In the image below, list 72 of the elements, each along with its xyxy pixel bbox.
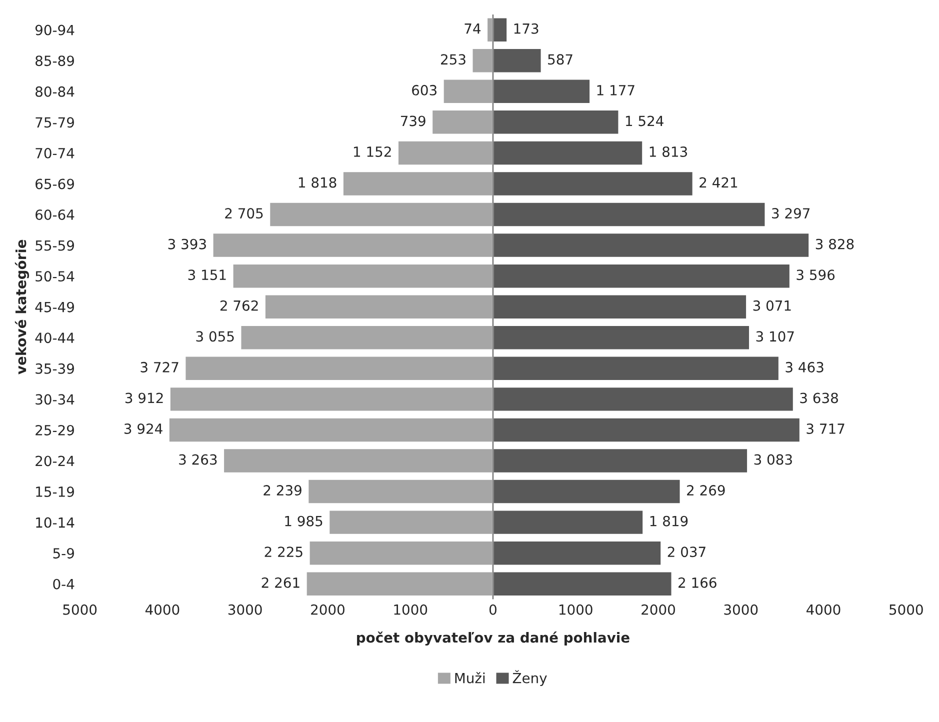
x-tick-label: 3000 xyxy=(228,604,262,615)
y-tick-label: 25-29 xyxy=(36,424,74,436)
data-label: 3 924 xyxy=(124,423,162,434)
x-tick-label: 5000 xyxy=(63,604,97,615)
data-label: 1 819 xyxy=(650,516,688,526)
y-tick-label: 40-44 xyxy=(35,332,74,344)
data-label: 1 985 xyxy=(285,516,322,526)
y-tick-label: 0-4 xyxy=(53,578,74,590)
data-label: 603 xyxy=(412,84,436,96)
y-tick-label: 10-14 xyxy=(36,517,74,528)
x-tick-label: 4000 xyxy=(145,604,180,615)
data-label: 3 151 xyxy=(188,270,226,280)
y-tick-label: 50-54 xyxy=(36,271,74,282)
y-tick-label: 65-69 xyxy=(36,178,74,190)
y-tick-label: 60-64 xyxy=(36,209,74,220)
y-tick-label: 70-74 xyxy=(36,148,74,158)
x-tick-label: 2000 xyxy=(642,604,675,615)
data-label: 3 083 xyxy=(754,454,792,465)
data-label: 1 177 xyxy=(597,85,634,96)
data-label: 739 xyxy=(400,116,426,126)
y-tick-label: 75-79 xyxy=(36,117,74,128)
data-label: 1 152 xyxy=(354,146,391,157)
data-label: 2 166 xyxy=(678,577,716,588)
x-tick-label: 1000 xyxy=(559,604,592,615)
data-label: 2 261 xyxy=(262,577,300,588)
data-label: 173 xyxy=(514,23,538,34)
y-tick-label: 45-49 xyxy=(35,302,74,312)
data-label: 253 xyxy=(441,54,466,65)
x-axis-title: počet obyvateľov za dané pohlavie xyxy=(357,631,630,646)
data-label: 3 596 xyxy=(796,270,835,280)
y-tick-label: 30-34 xyxy=(36,394,74,405)
y-axis-title: vekové kategórie xyxy=(14,240,30,374)
data-label: 3 055 xyxy=(196,331,234,342)
data-label: 3 107 xyxy=(756,331,794,342)
data-label: 74 xyxy=(464,24,481,34)
data-label: 3 463 xyxy=(786,362,824,372)
data-label: 1 813 xyxy=(650,146,687,157)
data-label: 2 762 xyxy=(220,300,258,311)
data-label: 2 269 xyxy=(687,485,725,496)
data-label: 1 524 xyxy=(626,116,664,126)
y-tick-label: 5-9 xyxy=(53,548,74,559)
data-label: 2 037 xyxy=(668,546,706,558)
x-tick-label: 1000 xyxy=(394,604,428,615)
y-tick-label: 80-84 xyxy=(36,86,74,97)
data-label: 587 xyxy=(548,54,572,65)
data-label: 3 071 xyxy=(753,300,791,311)
data-label: 3 638 xyxy=(800,392,838,404)
y-tick-label: 90-94 xyxy=(35,24,74,36)
legend-label: Muži xyxy=(455,672,485,684)
y-tick-label: 55-59 xyxy=(36,240,74,251)
x-tick-label: 3000 xyxy=(724,604,758,615)
x-tick-label: 2000 xyxy=(311,604,344,615)
data-label: 2 705 xyxy=(225,208,263,219)
x-tick-label: 5000 xyxy=(890,604,923,615)
data-label: 3 393 xyxy=(168,238,206,250)
data-label: 3 828 xyxy=(816,238,854,250)
data-label: 3 297 xyxy=(772,208,810,219)
x-tick-label: 4000 xyxy=(806,604,840,615)
y-tick-label: 20-24 xyxy=(36,456,74,466)
data-label: 2 421 xyxy=(700,177,738,188)
y-tick-label: 35-39 xyxy=(36,363,74,374)
data-label: 3 727 xyxy=(140,362,178,372)
y-tick-label: 85-89 xyxy=(36,56,74,66)
y-tick-label: 15-19 xyxy=(36,486,74,498)
data-label: 1 818 xyxy=(298,177,336,188)
legend-label: Ženy xyxy=(512,670,547,686)
x-tick-label: 0 xyxy=(489,604,496,615)
data-label: 2 225 xyxy=(264,546,302,558)
data-label: 3 912 xyxy=(125,392,163,404)
data-label: 3 717 xyxy=(806,423,844,434)
data-label: 2 239 xyxy=(264,485,302,496)
data-label: 3 263 xyxy=(179,454,217,465)
